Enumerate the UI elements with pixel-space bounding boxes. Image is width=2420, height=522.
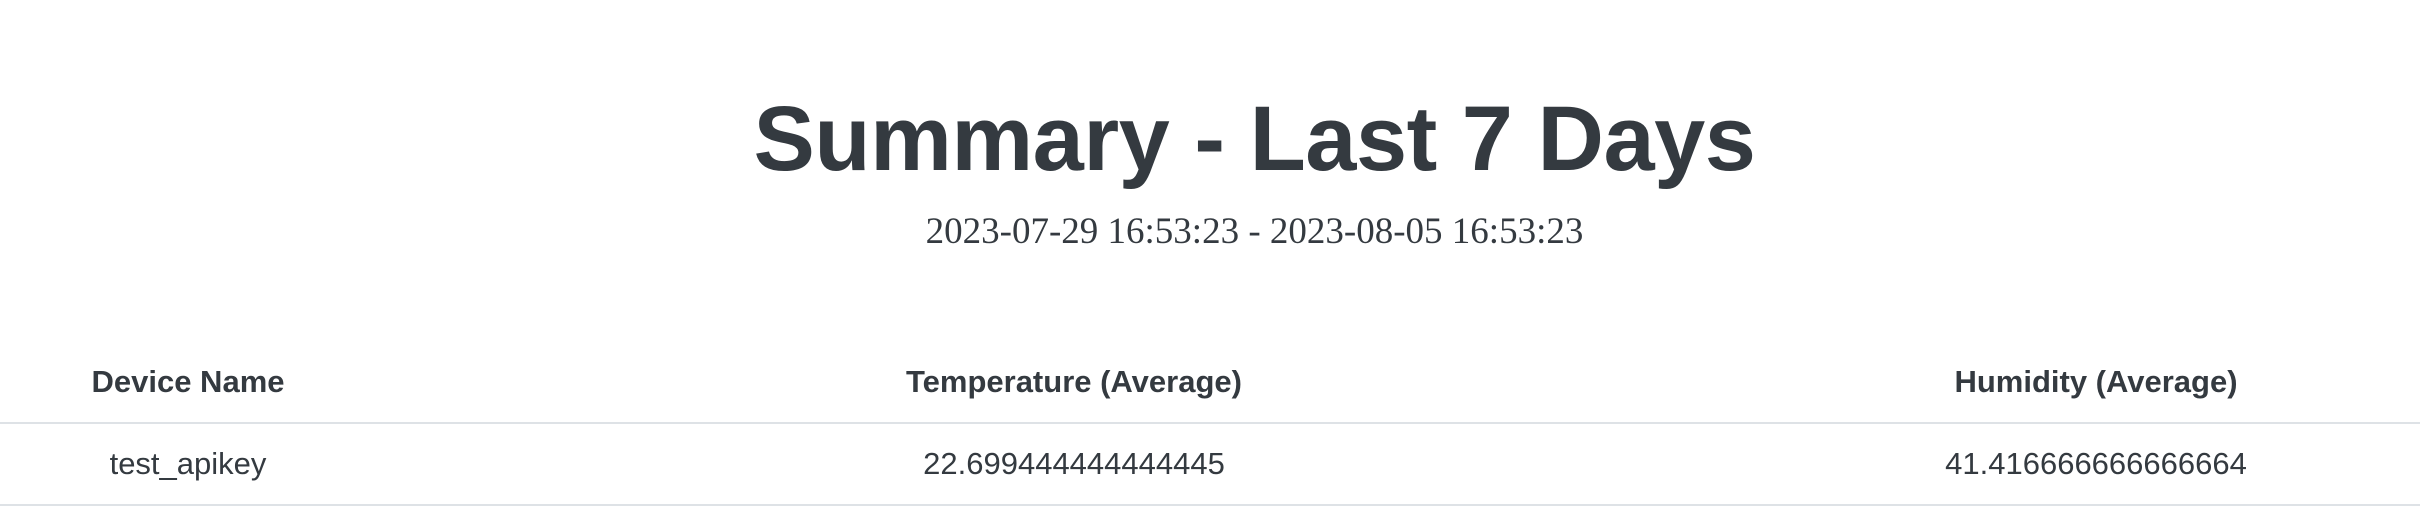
column-header-device-name: Device Name bbox=[0, 342, 376, 424]
table-header-row: Device Name Temperature (Average) Humidi… bbox=[0, 342, 2420, 424]
cell-temperature: 22.699444444444445 bbox=[376, 423, 1772, 506]
summary-table: Device Name Temperature (Average) Humidi… bbox=[0, 342, 2420, 506]
cell-device-name: test_apikey bbox=[0, 423, 376, 506]
table-header: Device Name Temperature (Average) Humidi… bbox=[0, 342, 2420, 424]
table-body: test_apikey 22.699444444444445 41.416666… bbox=[0, 423, 2420, 506]
page-title: Summary - Last 7 Days bbox=[753, 88, 1756, 190]
table-row: test_apikey 22.699444444444445 41.416666… bbox=[0, 423, 2420, 506]
column-header-temperature: Temperature (Average) bbox=[376, 342, 1772, 424]
date-range: 2023-07-29 16:53:23 - 2023-08-05 16:53:2… bbox=[925, 211, 1584, 252]
column-header-humidity: Humidity (Average) bbox=[1772, 342, 2420, 424]
cell-humidity: 41.416666666666664 bbox=[1772, 423, 2420, 506]
